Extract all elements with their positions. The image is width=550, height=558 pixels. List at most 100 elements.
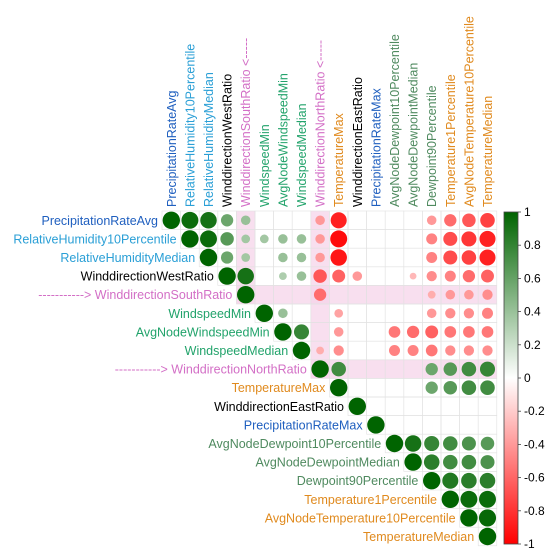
grid-cell (366, 378, 386, 398)
correlation-point (427, 290, 436, 299)
row-label: AvgNodeDewpointMedian (255, 456, 399, 470)
correlation-point (479, 230, 496, 247)
correlation-point (388, 344, 401, 357)
correlation-point (443, 250, 458, 265)
correlation-point (425, 325, 439, 339)
correlation-point (181, 211, 199, 229)
correlation-point (313, 269, 327, 283)
grid-cell (384, 210, 405, 230)
colorbar-tick-label: 1 (524, 205, 531, 219)
row-label: -----------> WinddirectionSouthRatio (38, 288, 232, 302)
column-label: AvgNodeWindspeedMin (276, 73, 290, 207)
correlation-point (462, 213, 476, 228)
column-label: WinddirectionEastRatio (351, 77, 365, 207)
correlation-point-diagonal (255, 304, 273, 322)
correlation-point (296, 234, 307, 244)
grid-cell (403, 229, 423, 249)
correlation-point (461, 380, 477, 395)
grid-cell (384, 266, 405, 286)
correlation-point-diagonal (237, 286, 255, 304)
grid-cell (347, 229, 367, 249)
grid-cell (366, 266, 386, 286)
correlation-point (315, 215, 325, 226)
grid-cell (384, 303, 405, 323)
colorbar-tick-label: 0.4 (524, 305, 541, 319)
column-label: WinddirectionWestRatio (221, 74, 235, 207)
column-label: PrecipitationRateAvg (165, 90, 179, 207)
correlation-point (426, 215, 437, 226)
correlation-point (426, 233, 438, 245)
correlation-point (478, 509, 497, 527)
correlation-point (479, 472, 496, 489)
row-label: PrecipitationRateMax (244, 418, 364, 432)
row-label: RelativeHumidity10Percentile (13, 232, 176, 246)
correlation-point (330, 230, 348, 248)
grid-cell (366, 340, 386, 361)
column-label: WindspeedMin (258, 124, 272, 207)
column-label: Dewpoint90Percentile (425, 85, 439, 207)
column-label: WinddirectionNorthRatio <----- (314, 40, 328, 207)
row-label: WinddirectionEastRatio (214, 400, 344, 414)
correlation-point (241, 253, 251, 262)
correlation-point (409, 272, 417, 280)
correlation-point (423, 454, 440, 470)
correlation-point (406, 325, 420, 339)
grid-cell (384, 396, 405, 416)
column-label: RelativeHumidityMedian (202, 72, 216, 207)
correlation-point (313, 288, 327, 301)
correlation-point (426, 308, 437, 319)
grid-cell (366, 229, 386, 249)
correlation-point-diagonal (181, 230, 199, 248)
colorbar-tick-label: -0.8 (524, 504, 545, 518)
grid-cell (347, 303, 367, 323)
grid-cell (403, 415, 423, 435)
row-label: Temperature1Percentile (304, 493, 437, 507)
correlation-point (279, 272, 287, 280)
correlation-point (480, 455, 495, 470)
correlation-point (443, 231, 458, 246)
correlation-point (407, 344, 419, 357)
correlation-point (240, 215, 251, 226)
grid-cell (422, 415, 442, 435)
colorbar-tick-label: 0.6 (524, 271, 541, 285)
column-label: TemperatureMax (332, 112, 346, 207)
row-label: WindspeedMedian (185, 344, 289, 358)
grid-cell (440, 415, 460, 435)
row-label: WindspeedMin (168, 307, 251, 321)
grid-cell (440, 396, 460, 416)
correlation-point (425, 344, 438, 357)
correlation-point-diagonal (292, 341, 311, 360)
grid-cell (477, 526, 498, 547)
correlation-point (445, 345, 456, 356)
correlation-point (479, 361, 496, 377)
row-label: WinddirectionWestRatio (81, 270, 214, 284)
correlation-point (200, 230, 217, 248)
correlation-point (278, 252, 288, 263)
correlation-point (333, 345, 344, 356)
correlation-point (426, 270, 437, 282)
grid-cell (254, 266, 274, 286)
grid-cell (366, 322, 386, 342)
colorbar-ticks: 1 0.8 0.6 0.4 0.2 0 -0.2 -0.4 -0.6 -0.8 -1 (518, 205, 545, 551)
colorbar-tick-label: -0.4 (524, 437, 545, 451)
correlation-point-diagonal (367, 416, 385, 434)
grid-cell (403, 210, 423, 230)
grid-cell (384, 415, 405, 435)
grid-cell (459, 396, 479, 416)
grid-cell (366, 396, 386, 416)
correlation-point (444, 214, 457, 227)
grid-cell (366, 303, 386, 323)
grid-cell (477, 415, 498, 435)
correlation-point (315, 252, 325, 263)
correlation-point-diagonal (460, 509, 478, 527)
correlation-point (479, 490, 496, 508)
correlation-point (424, 435, 440, 452)
correlation-point (460, 490, 478, 508)
correlation-point-diagonal (441, 490, 459, 508)
grid-layer (161, 210, 498, 547)
correlation-point (443, 362, 458, 376)
row-label: AvgNodeTemperature10Percentile (265, 511, 456, 525)
row-label: PrecipitationRateAvg (41, 214, 158, 228)
colorbar-gradient (503, 211, 519, 545)
